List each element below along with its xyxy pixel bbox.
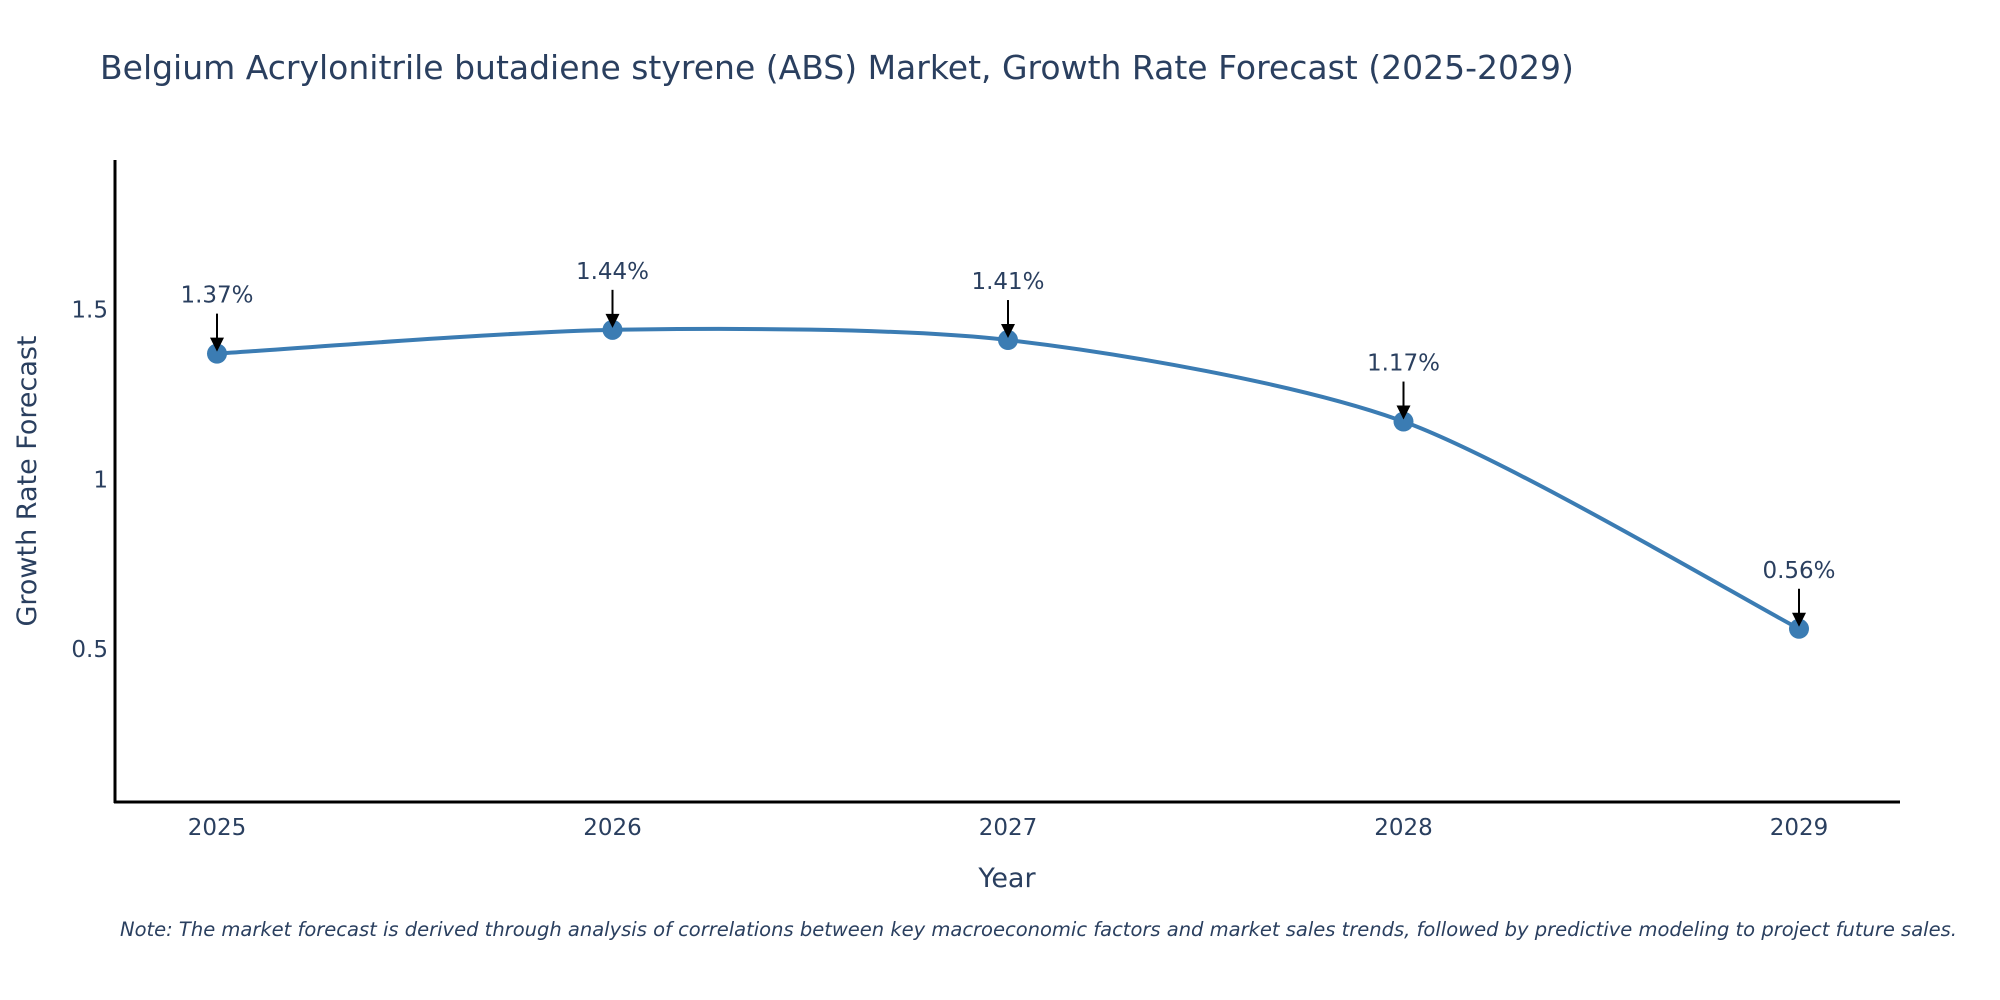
- chart-title: Belgium Acrylonitrile butadiene styrene …: [100, 48, 1574, 87]
- data-label: 1.44%: [576, 259, 649, 285]
- data-point: [1393, 411, 1414, 432]
- series-line-group: [207, 319, 1809, 639]
- x-tick-labels: 2025 2026 2027 2028 2029: [188, 815, 1829, 841]
- data-point: [207, 343, 227, 364]
- data-label: 1.41%: [971, 269, 1044, 295]
- data-label: 0.56%: [1762, 558, 1835, 584]
- annotation-arrow-head: [605, 313, 620, 328]
- y-tick-labels: 0.5 1 1.5: [71, 297, 108, 663]
- data-label: 1.17%: [1367, 351, 1440, 377]
- x-tick-label: 2027: [979, 815, 1038, 841]
- data-point: [602, 319, 623, 340]
- x-tick-label: 2025: [188, 815, 247, 841]
- annotation-arrow-head: [1792, 612, 1806, 627]
- annotations: 1.37% 1.44% 1.41% 1.17% 0.56%: [180, 259, 1836, 627]
- y-tick-label: 1: [93, 467, 108, 493]
- series-line: [216, 326, 1800, 631]
- annotation-arrow-head: [210, 337, 224, 352]
- y-tick-label: 1.5: [71, 297, 108, 323]
- axes: [113, 160, 1900, 804]
- data-label: 1.37%: [180, 283, 253, 309]
- x-tick-label: 2029: [1770, 815, 1829, 841]
- annotation-arrow-head: [1396, 405, 1411, 420]
- x-tick-label: 2026: [583, 815, 642, 841]
- chart-note: Note: The market forecast is derived thr…: [120, 918, 1957, 941]
- x-axis-title: Year: [977, 863, 1036, 894]
- y-tick-label: 0.5: [71, 637, 108, 663]
- data-point: [998, 330, 1018, 351]
- annotation-arrow-head: [1001, 324, 1015, 339]
- y-axis-title: Growth Rate Forecast: [12, 335, 43, 626]
- data-point: [1789, 618, 1809, 639]
- x-tick-label: 2028: [1374, 815, 1433, 841]
